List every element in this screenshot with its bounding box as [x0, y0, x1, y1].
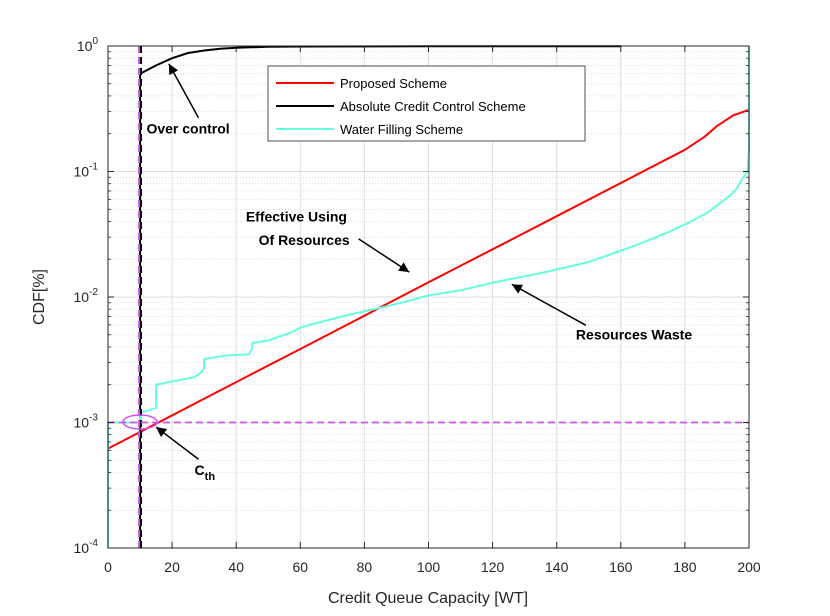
minor-grid [108, 51, 749, 511]
cth-marker-ellipse [122, 414, 158, 430]
x-tick-label: 40 [228, 559, 244, 575]
series-line-2 [107, 46, 750, 548]
annotation-label: Effective Using [246, 208, 347, 224]
y-tick-exponent: 0 [92, 36, 98, 47]
y-tick-exponent: -3 [89, 413, 98, 424]
annotation-label: Of Resources [259, 232, 350, 248]
y-tick-label: 10-4 [74, 538, 99, 556]
legend-label: Absolute Credit Control Scheme [340, 99, 526, 114]
annotations: Over control Effective Using Of Resources R… [146, 63, 692, 483]
y-tick-label: 100 [77, 36, 99, 54]
annotation-arrow-line [358, 238, 410, 273]
y-tick-label: 10-3 [74, 413, 99, 431]
x-tick-labels: 0 20 40 60 80 100 120 140 160 180 200 [104, 559, 761, 575]
legend: Proposed Scheme Absolute Credit Control S… [267, 65, 586, 142]
legend-label: Proposed Scheme [340, 76, 447, 91]
annotation-arrow-head [398, 262, 410, 273]
annotation-label: Over control [146, 121, 229, 137]
y-tick-exponent: -1 [89, 162, 98, 173]
x-tick-label: 100 [417, 559, 441, 575]
annotation-arrow-line [511, 283, 587, 326]
reference-lines [108, 46, 749, 548]
annotation-label: Cth [195, 462, 216, 483]
x-tick-label: 80 [357, 559, 373, 575]
y-tick-base: 10 [77, 38, 93, 54]
series-line-0 [107, 108, 750, 450]
annotation-arrow-line [168, 63, 200, 119]
annotation-arrow-head [511, 284, 524, 294]
y-tick-base: 10 [74, 540, 90, 556]
annotation-arrow-head [168, 63, 179, 76]
y-tick-exponent: -2 [89, 287, 98, 298]
y-tick-base: 10 [74, 289, 90, 305]
annotation-arrow-head [156, 427, 168, 438]
x-tick-label: 60 [293, 559, 309, 575]
y-axis-label: CDF[%] [31, 269, 48, 325]
x-tick-label: 140 [545, 559, 569, 575]
x-tick-label: 180 [673, 559, 697, 575]
axis-ticks [107, 45, 750, 549]
y-tick-base: 10 [74, 164, 90, 180]
x-tick-label: 200 [737, 559, 761, 575]
y-tick-label: 10-1 [74, 162, 99, 180]
x-axis-label: Credit Queue Capacity [WT] [328, 590, 528, 607]
x-tick-label: 0 [104, 559, 112, 575]
y-tick-label: 10-2 [74, 287, 99, 305]
annotation-label: Resources Waste [576, 326, 692, 342]
annotation-subscript: th [205, 471, 216, 483]
x-tick-label: 120 [481, 559, 505, 575]
y-tick-base: 10 [74, 415, 90, 431]
annotation-main: C [195, 462, 205, 478]
legend-label: Water Filling Scheme [340, 122, 463, 137]
x-tick-label: 20 [164, 559, 180, 575]
y-tick-exponent: -4 [89, 538, 98, 549]
x-tick-label: 160 [609, 559, 633, 575]
